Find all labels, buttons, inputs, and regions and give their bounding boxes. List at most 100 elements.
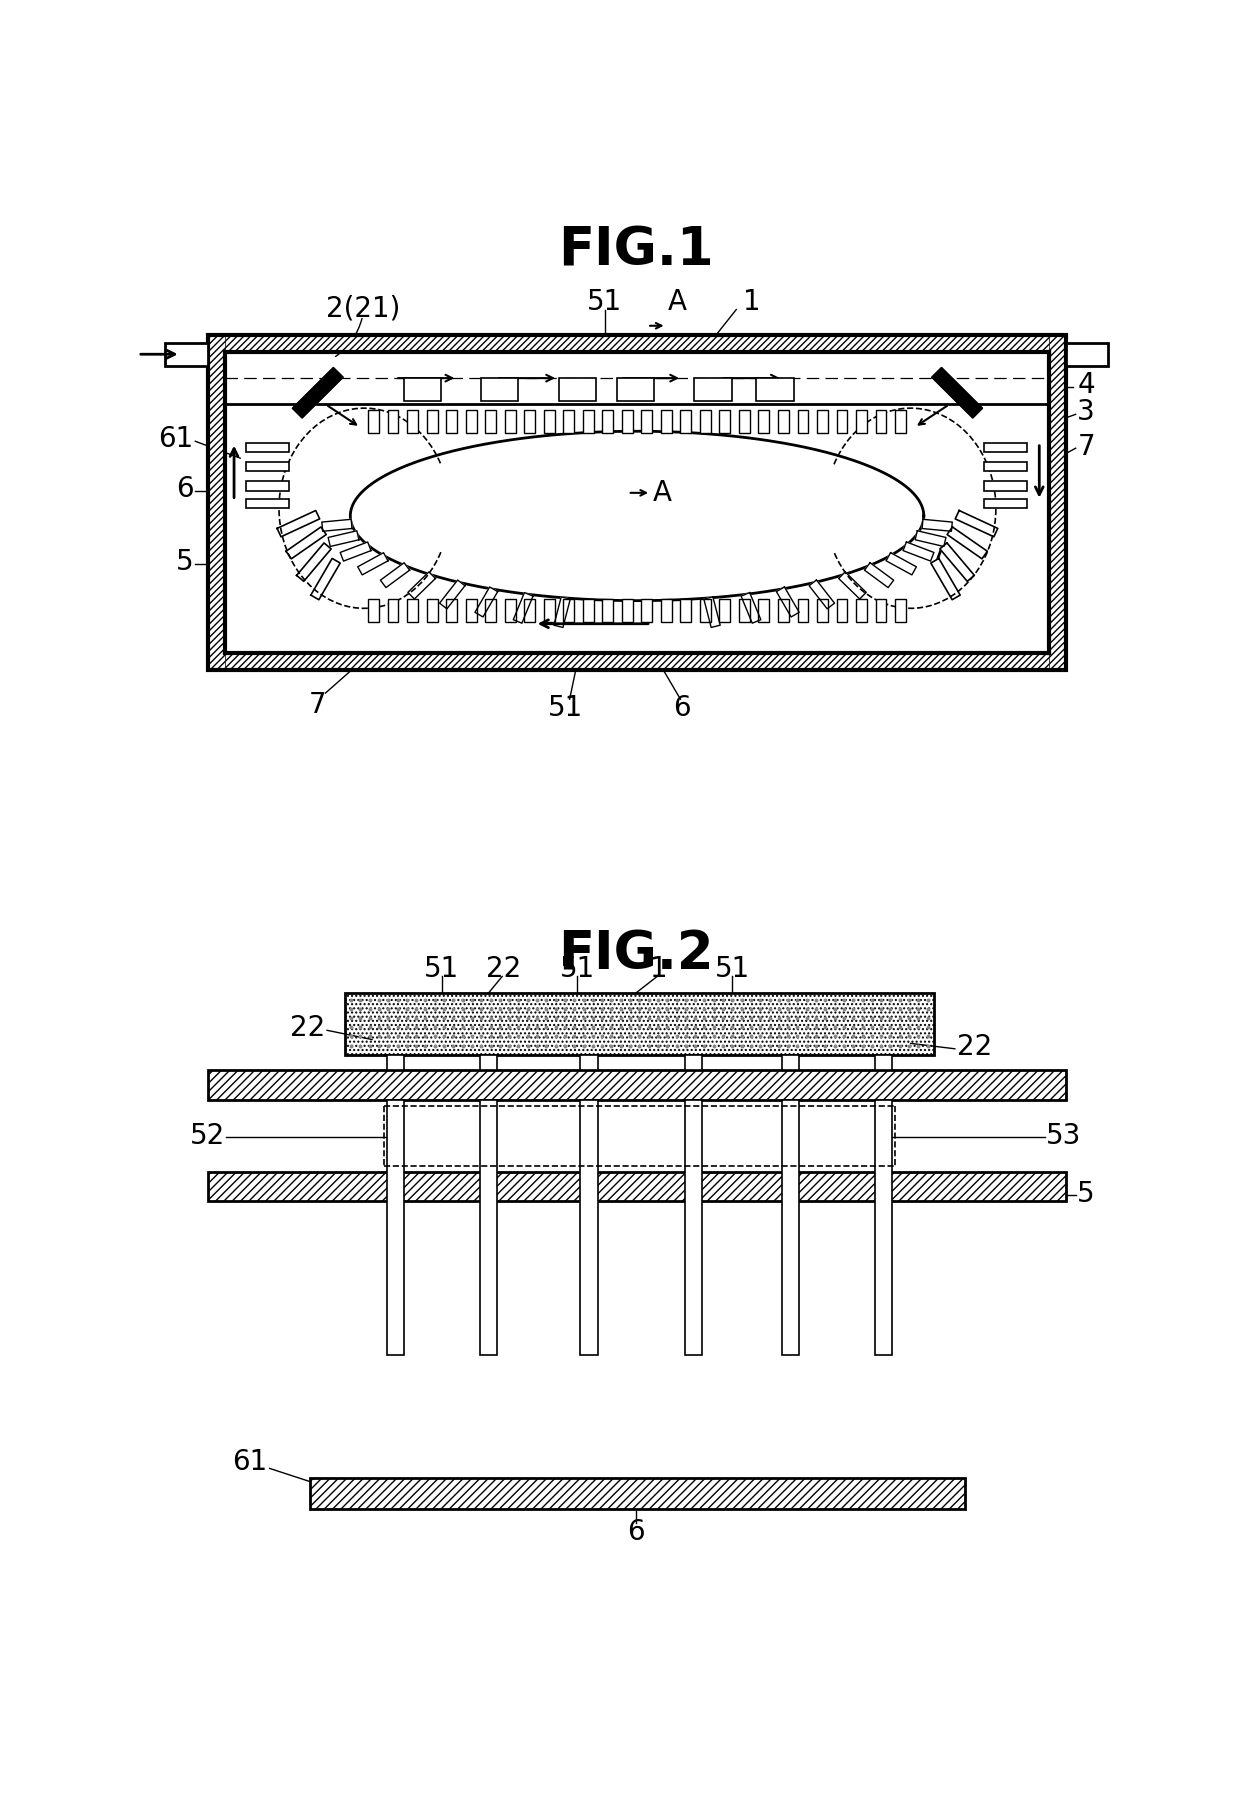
Polygon shape [311, 559, 340, 600]
Text: 5: 5 [176, 548, 193, 577]
Bar [583, 410, 594, 433]
Text: 61: 61 [159, 424, 193, 453]
Bar [797, 410, 808, 433]
Bar [525, 598, 536, 622]
Text: FIG.2: FIG.2 [558, 929, 713, 981]
Text: 6: 6 [626, 1518, 645, 1547]
Polygon shape [293, 367, 343, 419]
Polygon shape [955, 510, 998, 537]
Text: FIG.1: FIG.1 [558, 225, 713, 277]
Bar [466, 598, 476, 622]
Bar [427, 598, 438, 622]
Bar [247, 462, 289, 471]
Bar [480, 1055, 497, 1071]
Bar [985, 442, 1027, 453]
Bar [856, 598, 867, 622]
Bar [388, 410, 398, 433]
Text: 51: 51 [424, 954, 459, 983]
Bar [207, 1172, 1065, 1200]
Polygon shape [475, 588, 497, 616]
Bar [388, 598, 398, 622]
Polygon shape [439, 580, 465, 609]
Text: 2(21): 2(21) [326, 295, 399, 322]
Bar [817, 410, 828, 433]
Bar [247, 500, 289, 509]
Bar [875, 410, 887, 433]
Bar [739, 598, 750, 622]
Bar [525, 410, 536, 433]
Bar [681, 598, 691, 622]
Bar [684, 1100, 702, 1355]
Text: A: A [652, 478, 672, 507]
Polygon shape [864, 562, 894, 588]
Bar [485, 410, 496, 433]
Bar [895, 598, 906, 622]
Bar [837, 598, 847, 622]
Polygon shape [940, 543, 975, 582]
Bar [247, 482, 289, 491]
Bar [985, 462, 1027, 471]
Bar [603, 598, 614, 622]
Bar [368, 410, 379, 433]
Text: 7: 7 [930, 541, 947, 568]
Bar [207, 1071, 1065, 1100]
Polygon shape [931, 559, 960, 600]
Bar [739, 410, 750, 433]
Text: 51: 51 [559, 954, 595, 983]
Bar [641, 410, 652, 433]
Polygon shape [947, 527, 987, 559]
Bar [759, 598, 769, 622]
Bar [207, 334, 1065, 670]
Bar [345, 994, 934, 1055]
Bar [661, 598, 672, 622]
Bar [583, 598, 594, 622]
Text: 6: 6 [673, 694, 691, 722]
Bar [247, 442, 289, 453]
Text: 6: 6 [176, 474, 193, 503]
Bar [387, 1055, 404, 1071]
Bar [875, 598, 887, 622]
Text: 22: 22 [290, 1014, 325, 1042]
Bar [985, 482, 1027, 491]
Bar [563, 410, 574, 433]
Text: 52: 52 [190, 1121, 224, 1150]
Bar [622, 410, 632, 433]
Bar [407, 410, 418, 433]
Polygon shape [357, 553, 388, 575]
Text: 5: 5 [1078, 1179, 1095, 1208]
Bar [368, 598, 379, 622]
Bar [895, 410, 906, 433]
Bar [797, 598, 808, 622]
Bar [387, 1100, 404, 1355]
Polygon shape [381, 562, 409, 588]
Text: 53: 53 [1047, 1121, 1081, 1150]
Polygon shape [776, 588, 799, 616]
Polygon shape [277, 510, 320, 537]
Polygon shape [329, 530, 358, 546]
Bar [719, 598, 730, 622]
Text: 1: 1 [650, 954, 667, 983]
Polygon shape [931, 367, 982, 419]
Bar [817, 598, 828, 622]
Polygon shape [513, 593, 533, 624]
Bar [837, 410, 847, 433]
Bar [446, 598, 458, 622]
Polygon shape [340, 543, 371, 561]
Polygon shape [296, 543, 331, 582]
Bar [505, 598, 516, 622]
Bar [856, 410, 867, 433]
Text: 21: 21 [213, 1071, 248, 1100]
Polygon shape [277, 510, 320, 537]
Bar [699, 598, 711, 622]
Text: 22: 22 [486, 954, 521, 983]
Bar [875, 1100, 892, 1355]
Bar [580, 1055, 598, 1071]
Text: 7: 7 [1078, 433, 1095, 460]
Text: 61: 61 [232, 1448, 268, 1475]
Polygon shape [286, 527, 326, 559]
Bar [427, 410, 438, 433]
Bar [699, 410, 711, 433]
Polygon shape [286, 527, 326, 559]
Bar [485, 598, 496, 622]
Bar [1049, 334, 1065, 670]
